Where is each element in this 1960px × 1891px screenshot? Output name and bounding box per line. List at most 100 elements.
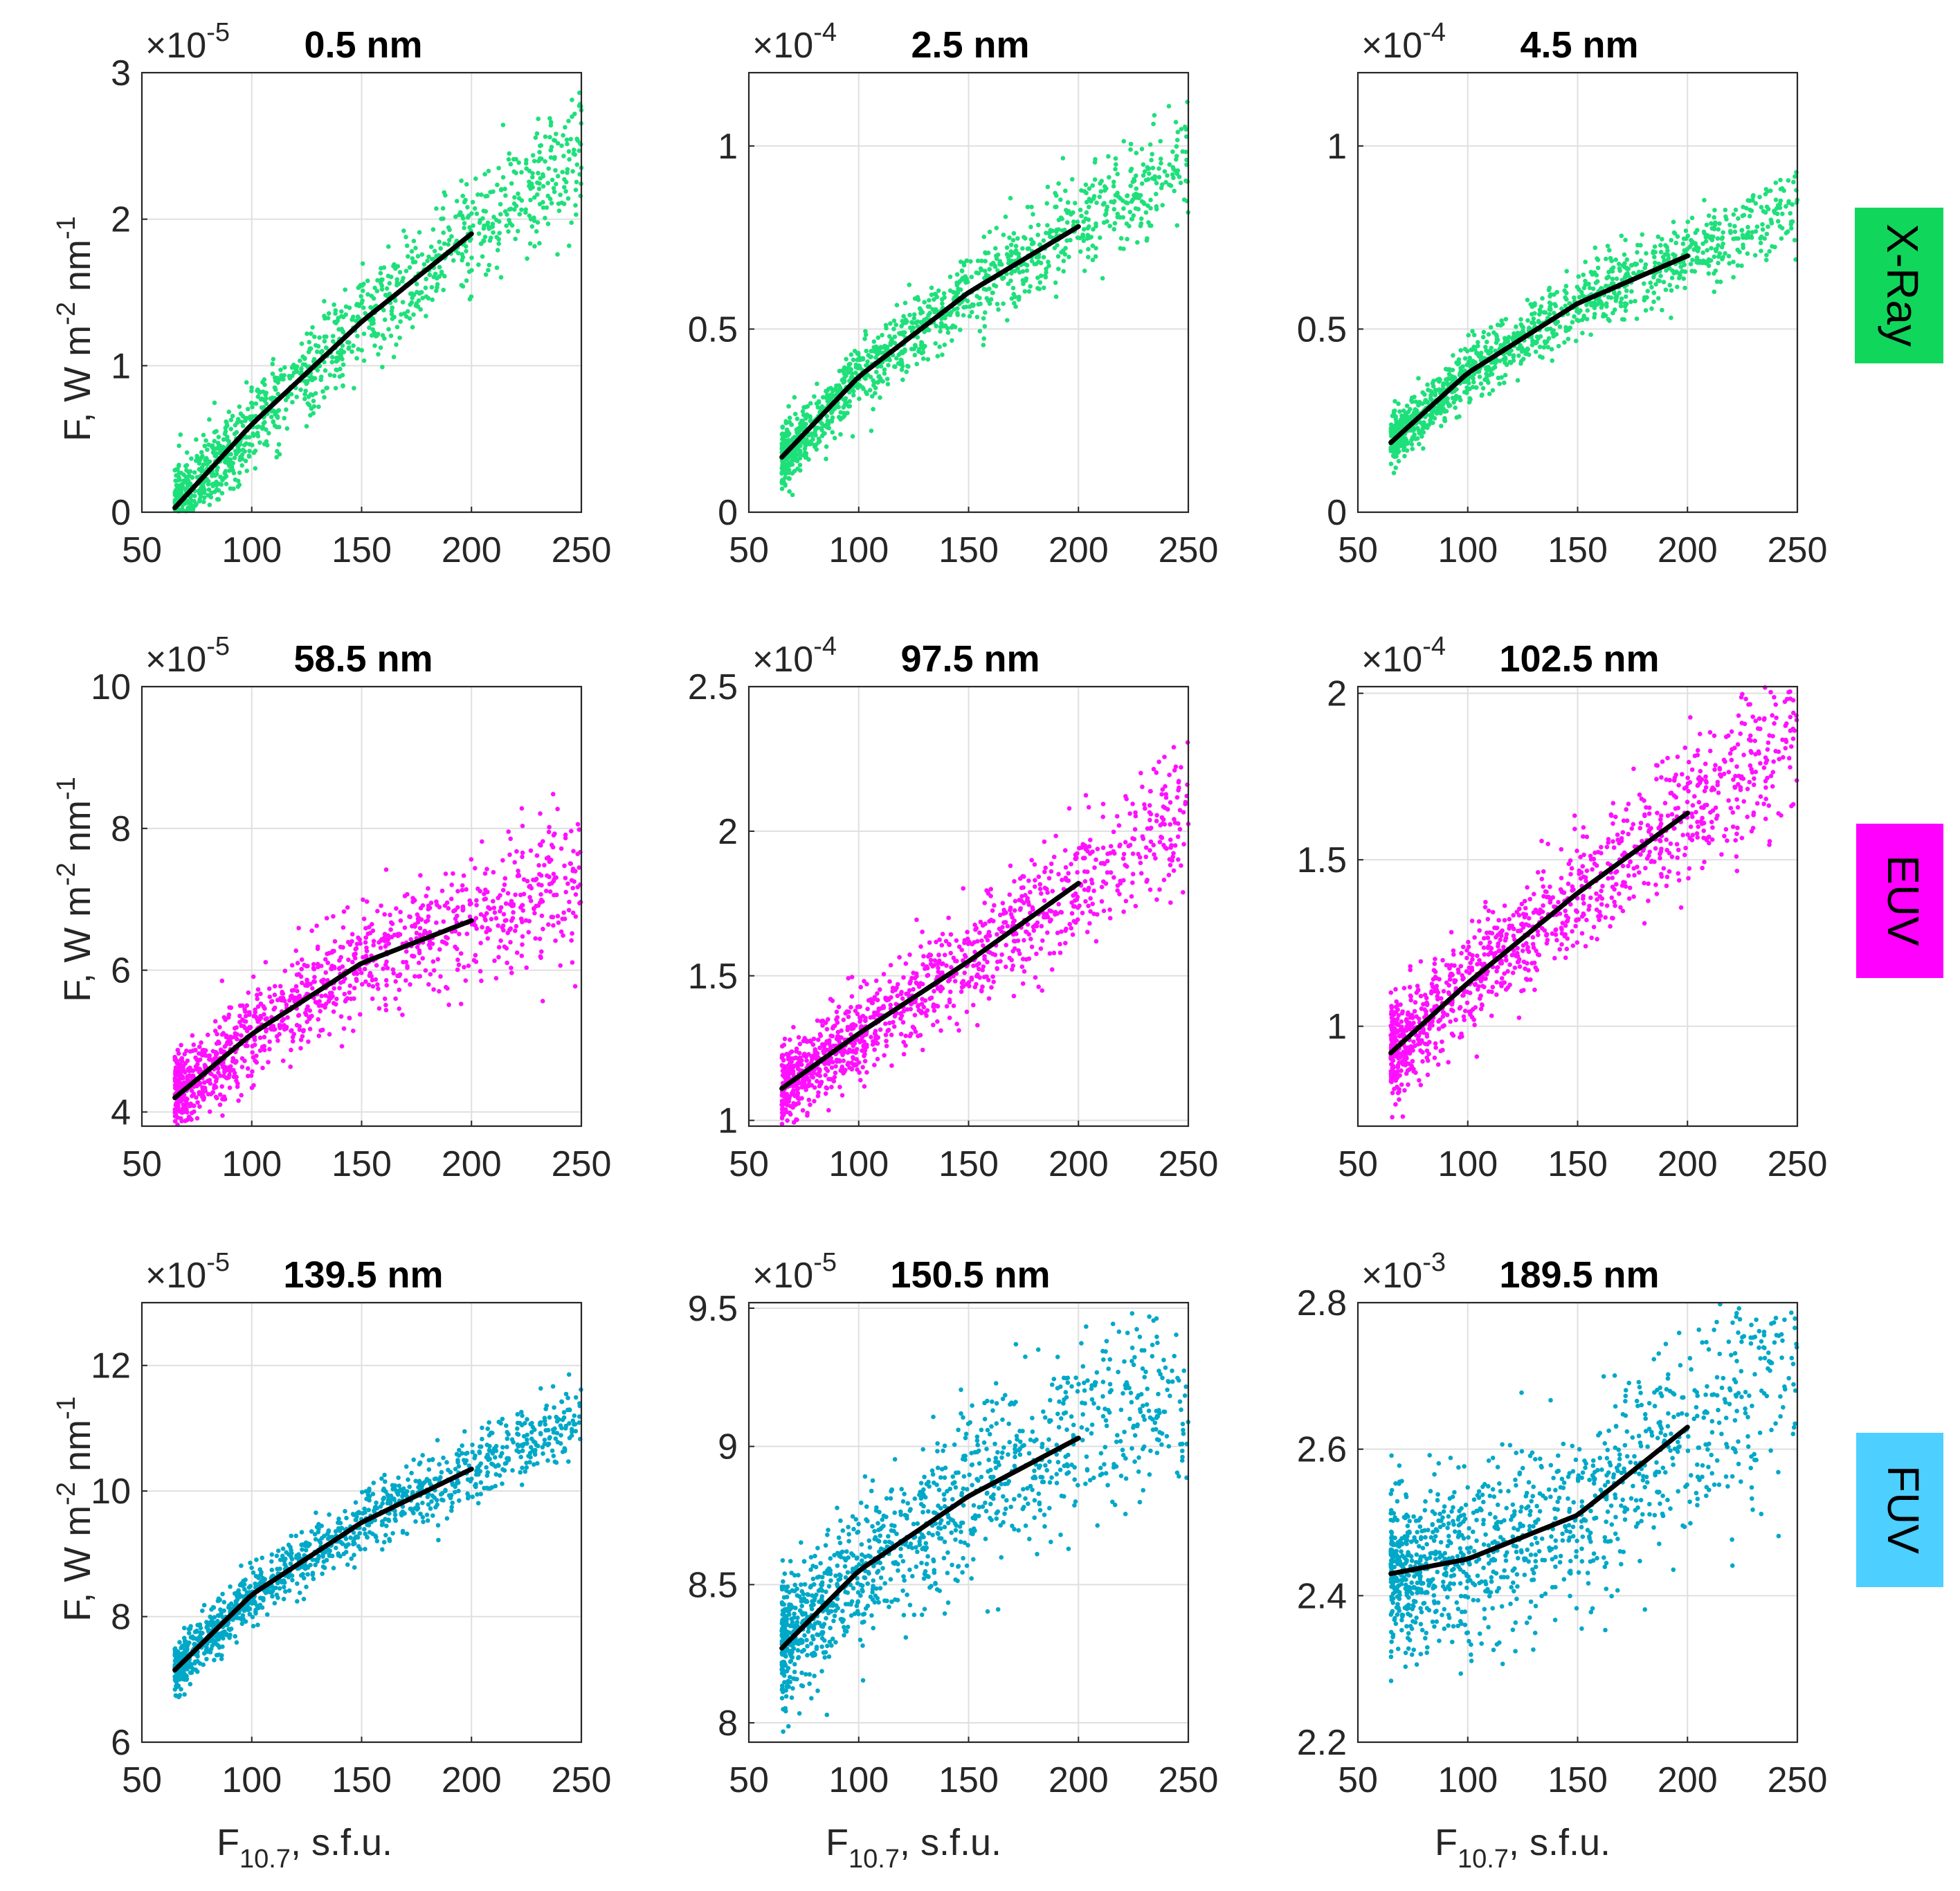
scatter-point xyxy=(246,454,252,459)
scatter-point xyxy=(927,298,932,303)
scatter-point xyxy=(197,1080,203,1086)
scatter-point xyxy=(1645,289,1650,293)
scatter-point xyxy=(187,1103,192,1108)
scatter-point xyxy=(397,987,402,993)
scatter-point xyxy=(341,909,347,914)
scatter-point xyxy=(997,262,1002,267)
scatter-point xyxy=(1143,210,1149,215)
scatter-point xyxy=(218,474,223,480)
scatter-point xyxy=(193,1064,199,1069)
scatter-point xyxy=(1173,120,1179,125)
scatter-point xyxy=(400,300,406,305)
scatter-point xyxy=(793,456,799,461)
scatter-point xyxy=(1702,197,1707,203)
scatter-point xyxy=(1518,361,1523,366)
scatter-point xyxy=(183,1069,188,1075)
scatter-point xyxy=(1609,258,1614,264)
scatter-point xyxy=(226,1012,232,1017)
scatter-point xyxy=(332,939,338,944)
scatter-point xyxy=(806,457,811,462)
scatter-point xyxy=(469,255,474,260)
scatter-point xyxy=(1172,188,1177,194)
scatter-point xyxy=(250,404,255,410)
scatter-point xyxy=(1726,253,1732,259)
scatter-point xyxy=(201,499,206,505)
scatter-point xyxy=(814,401,819,406)
scatter-point xyxy=(1168,183,1174,188)
scatter-point xyxy=(843,396,849,401)
scatter-point xyxy=(395,264,401,269)
scatter-point xyxy=(810,437,815,442)
scatter-point xyxy=(526,930,532,935)
scatter-point xyxy=(547,889,553,894)
scatter-point xyxy=(1081,227,1087,232)
scatter-point xyxy=(1174,154,1179,159)
scatter-point xyxy=(226,409,232,415)
scatter-point xyxy=(1174,144,1179,149)
scatter-point xyxy=(1031,212,1035,217)
scatter-point xyxy=(412,974,417,979)
scatter-point xyxy=(416,298,421,303)
scatter-point xyxy=(185,1058,190,1063)
scatter-point xyxy=(347,340,352,345)
scatter-point xyxy=(206,1032,210,1038)
scatter-point xyxy=(172,1056,178,1060)
scatter-point xyxy=(1132,177,1136,181)
scatter-point xyxy=(252,1042,257,1047)
scatter-point xyxy=(491,869,496,875)
scatter-point xyxy=(1091,227,1096,232)
scatter-point xyxy=(981,234,987,239)
scatter-point xyxy=(1789,226,1794,231)
scatter-point xyxy=(376,352,381,357)
scatter-point xyxy=(849,352,854,357)
scatter-point xyxy=(876,374,882,379)
scatter-point xyxy=(1534,340,1539,345)
scatter-point xyxy=(1487,391,1492,397)
x-tick-label: 100 xyxy=(221,1144,282,1184)
scatter-point xyxy=(1391,471,1397,476)
x-tick-label: 150 xyxy=(938,530,999,570)
scatter-point xyxy=(511,169,516,174)
scatter-point xyxy=(1148,197,1153,203)
scatter-point xyxy=(511,903,516,908)
scatter-point xyxy=(1640,232,1645,237)
scatter-point xyxy=(792,395,797,400)
scatter-point xyxy=(248,1073,254,1078)
scatter-point xyxy=(491,215,496,219)
scatter-point xyxy=(520,850,525,856)
scatter-point xyxy=(354,356,359,361)
scatter-point xyxy=(1521,356,1526,361)
scatter-point xyxy=(1623,308,1628,314)
scatter-point xyxy=(1544,327,1550,332)
scatter-point xyxy=(241,1024,246,1029)
scatter-point xyxy=(308,377,314,382)
scatter-point xyxy=(408,914,412,919)
scatter-point xyxy=(1542,339,1548,344)
scatter-point xyxy=(516,228,520,234)
scatter-point xyxy=(958,259,963,264)
scatter-point xyxy=(1457,395,1462,400)
scatter-point xyxy=(1174,223,1180,228)
scatter-point xyxy=(527,168,532,174)
scatter-point xyxy=(1141,173,1146,178)
scatter-point xyxy=(480,925,484,930)
scatter-point xyxy=(940,301,945,306)
scatter-point xyxy=(199,489,204,494)
scatter-point xyxy=(212,400,217,406)
scatter-point xyxy=(1731,212,1736,217)
scatter-point xyxy=(570,885,575,891)
scatter-point xyxy=(389,309,394,314)
scatter-point xyxy=(539,949,544,954)
scatter-point xyxy=(566,149,572,154)
scatter-point xyxy=(1020,246,1025,251)
scatter-point xyxy=(1404,404,1410,408)
scatter-point xyxy=(891,327,896,332)
scatter-point xyxy=(983,251,988,256)
scatter-point xyxy=(497,230,502,236)
scatter-point xyxy=(351,1029,356,1033)
scatter-point xyxy=(407,316,412,321)
scatter-point xyxy=(447,227,452,233)
scatter-point xyxy=(1604,301,1609,306)
scatter-point xyxy=(1601,311,1606,317)
scatter-point xyxy=(458,951,464,956)
